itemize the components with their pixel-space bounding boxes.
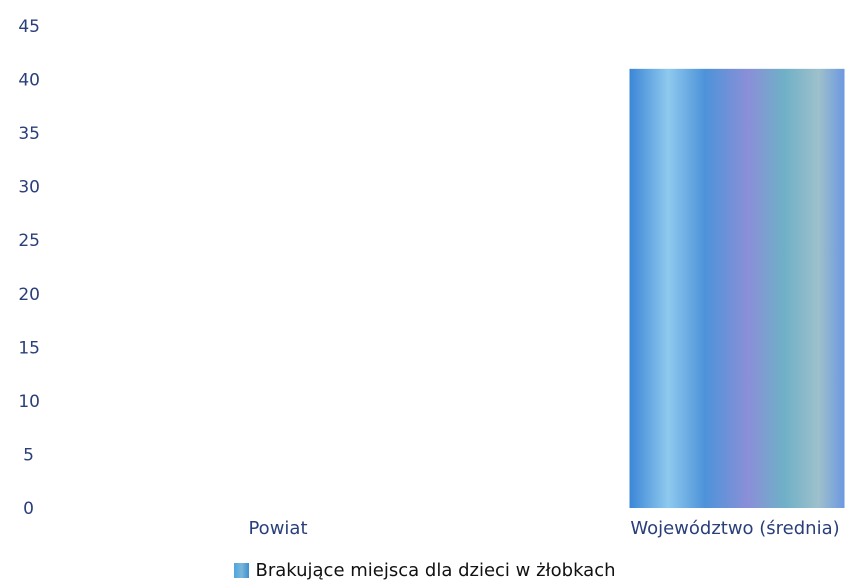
y-tick-label: 5 — [23, 445, 34, 465]
y-tick-label: 10 — [18, 392, 40, 412]
y-tick-label: 20 — [18, 285, 40, 305]
y-tick-label: 30 — [18, 178, 40, 198]
y-tick-label: 35 — [18, 124, 40, 144]
legend-label: Brakujące miejsca dla dzieci w żłobkach — [255, 560, 616, 581]
bars — [629, 68, 845, 508]
legend: Brakujące miejsca dla dzieci w żłobkach — [0, 560, 850, 581]
y-tick-label: 45 — [18, 17, 40, 37]
y-tick-label: 0 — [23, 499, 34, 519]
y-tick-label: 40 — [18, 71, 40, 91]
x-axis: Powiat Województwo (średnia) — [248, 518, 839, 539]
x-category-label: Województwo (średnia) — [630, 518, 839, 539]
legend-swatch — [234, 563, 250, 578]
y-axis: 0 5 10 15 20 25 30 35 40 45 — [18, 17, 40, 519]
y-tick-label: 15 — [18, 338, 40, 358]
bar — [629, 68, 845, 508]
y-tick-label: 25 — [18, 231, 40, 251]
x-category-label: Powiat — [248, 518, 307, 539]
